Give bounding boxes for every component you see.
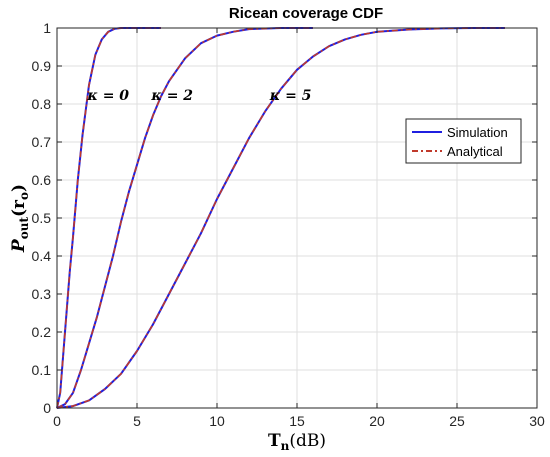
y-tick-label: 0.4 xyxy=(32,248,52,264)
y-axis-label: Pout(ro) xyxy=(9,184,31,253)
legend: Simulation Analytical xyxy=(405,118,522,164)
x-tick-label: 25 xyxy=(449,413,465,429)
series-line-analytical-2 xyxy=(56,27,505,409)
y-tick-label: 0 xyxy=(43,400,51,416)
y-tick-label: 0.9 xyxy=(32,58,52,74)
legend-label-analytical: Analytical xyxy=(447,144,503,159)
y-tick-label: 0.6 xyxy=(32,172,52,188)
legend-box xyxy=(405,118,522,164)
chart-title: Ricean coverage CDF xyxy=(229,5,383,22)
y-tick-label: 0.5 xyxy=(32,210,52,226)
x-tick-label: 0 xyxy=(53,413,61,429)
curve-annotation: κ = 2 xyxy=(150,88,193,104)
annotations: κ = 0 κ = 2 κ = 5 xyxy=(86,88,311,104)
curve-annotation: κ = 5 xyxy=(269,88,312,104)
x-tick-label: 30 xyxy=(529,413,545,429)
y-tick-label: 0.7 xyxy=(32,134,52,150)
y-tick-label: 0.3 xyxy=(32,286,52,302)
x-axis-label-main: T xyxy=(268,431,281,451)
grid-lines xyxy=(57,28,537,408)
x-tick-label: 5 xyxy=(133,413,141,429)
x-tick-label: 15 xyxy=(289,413,305,429)
legend-label-simulation: Simulation xyxy=(447,125,508,140)
x-tick-label: 10 xyxy=(209,413,225,429)
y-axis-label-subscript: out xyxy=(17,217,31,240)
y-axis-label-main: P xyxy=(9,238,29,253)
x-axis-label: Tn(dB) xyxy=(268,431,326,453)
y-axis-label-argument: (r xyxy=(9,199,29,217)
y-axis-label-argument-close: ) xyxy=(9,184,29,192)
x-axis-label-subscript: n xyxy=(281,439,290,453)
y-tick-label: 1 xyxy=(43,20,51,36)
y-tick-label: 0.1 xyxy=(32,362,52,378)
series-line-analytical-1 xyxy=(56,27,313,409)
y-axis-label-argument-subscript: o xyxy=(17,192,31,200)
y-tick-label: 0.8 xyxy=(32,96,52,112)
x-tick-label: 20 xyxy=(369,413,385,429)
x-axis-label-unit: (dB) xyxy=(289,431,326,451)
ticks: 0 5 10 15 20 25 30 0 0.1 0.2 0.3 0.4 0.5 0.6 0.7 0.8 0.9… xyxy=(32,20,545,429)
curve-annotation: κ = 0 xyxy=(86,88,129,104)
y-tick-label: 0.2 xyxy=(32,324,52,340)
